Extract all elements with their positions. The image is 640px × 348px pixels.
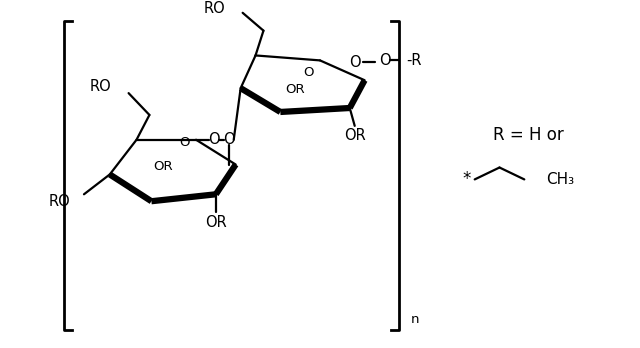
Text: O: O: [208, 132, 220, 147]
Text: CH₃: CH₃: [546, 172, 574, 187]
Text: OR: OR: [205, 215, 227, 230]
Text: R = H or: R = H or: [493, 126, 564, 144]
Text: OR: OR: [344, 128, 365, 143]
Text: OR: OR: [154, 160, 173, 173]
Text: *: *: [463, 171, 471, 188]
Text: O: O: [349, 55, 360, 70]
Text: RO: RO: [90, 79, 112, 94]
Text: RO: RO: [204, 1, 226, 16]
Text: -R: -R: [406, 53, 422, 68]
Text: OR: OR: [285, 83, 305, 96]
Text: n: n: [412, 313, 420, 326]
Text: O: O: [223, 132, 235, 147]
Text: RO: RO: [49, 194, 70, 209]
Text: O: O: [303, 66, 314, 79]
Text: O: O: [379, 53, 390, 68]
Text: O: O: [179, 136, 189, 149]
